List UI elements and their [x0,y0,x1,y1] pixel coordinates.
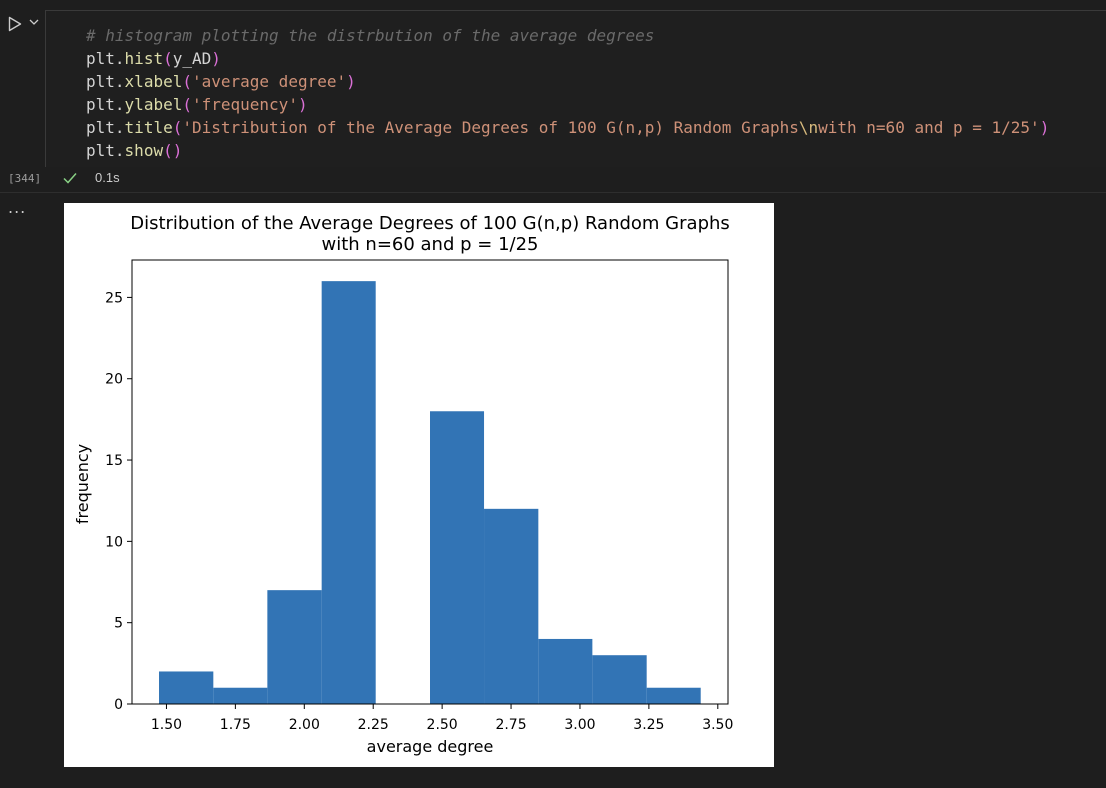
histogram-figure: Distribution of the Average Degrees of 1… [64,203,774,767]
y-tick-label: 15 [105,453,123,469]
code-token: show [124,141,164,160]
code-token: plt [86,49,115,68]
code-token: . [114,49,125,68]
code-line: plt.show() [86,139,1049,162]
histogram-bar [592,655,647,704]
histogram-bar [213,687,268,704]
x-tick-label: 3.50 [702,717,733,733]
y-tick-label: 20 [105,372,123,388]
x-tick-label: 1.50 [151,717,182,733]
code-token: plt [86,141,115,160]
code-token: () [163,141,183,160]
run-cell-icon[interactable] [8,16,22,32]
code-token: plt [86,72,115,91]
y-tick-label: 0 [114,697,123,713]
code-token: ( [163,49,173,68]
histogram-bar [159,671,214,704]
histogram-bar [484,508,539,704]
code-token: 'frequency' [191,95,298,114]
x-tick-label: 1.75 [220,717,251,733]
code-token: hist [124,49,164,68]
code-token: plt [86,95,115,114]
code-lines[interactable]: # histogram plotting the distrbution of … [86,24,1049,162]
code-token: # histogram plotting the distrbution of … [86,26,655,45]
notebook-cell: # histogram plotting the distrbution of … [0,0,1106,192]
histogram-bar [321,281,376,704]
code-line: plt.hist(y_AD) [86,47,1049,70]
chevron-down-icon[interactable] [28,16,40,28]
x-tick-label: 3.00 [564,717,595,733]
output-menu-icon[interactable]: ... [8,198,27,217]
check-icon [63,173,77,184]
x-tick-label: 2.00 [289,717,320,733]
code-token: title [124,118,173,137]
histogram-bar [646,687,701,704]
code-token: with n=60 and p = 1/25' [818,118,1040,137]
chart-title-line1: Distribution of the Average Degrees of 1… [130,213,730,234]
execution-count: [344] [8,172,42,185]
histogram-bars [159,281,701,704]
code-token: ) [1039,118,1050,137]
code-token: ylabel [124,95,183,114]
code-line: plt.title('Distribution of the Average D… [86,116,1049,139]
histogram-bar [430,411,485,704]
x-tick-label: 2.75 [495,717,526,733]
cell-divider [0,192,1106,193]
y-axis-ticks: 0 5 10 15 20 25 [105,290,132,713]
y-tick-label: 10 [105,534,123,550]
code-line: plt.ylabel('frequency') [86,93,1049,116]
code-token: plt [86,118,115,137]
code-token: . [114,118,125,137]
x-tick-label: 3.25 [633,717,664,733]
code-token: 'Distribution of the Average Degrees of … [182,118,799,137]
execution-time: 0.1s [95,170,120,185]
code-editor[interactable] [45,10,1106,167]
histogram-bar [267,590,322,704]
code-token: . [114,72,125,91]
histogram-bar [538,638,593,704]
code-token: ( [182,72,192,91]
code-line: # histogram plotting the distrbution of … [86,24,1049,47]
y-tick-label: 5 [114,616,123,632]
code-token: \n [798,118,819,137]
code-token: ) [211,49,221,68]
y-tick-label: 25 [105,290,123,306]
chart-title-line2: with n=60 and p = 1/25 [322,234,539,255]
code-token: ( [172,118,183,137]
x-tick-label: 2.25 [358,717,389,733]
code-token: . [114,141,125,160]
code-token: 'average degree' [191,72,347,91]
code-token: ) [297,95,308,114]
x-axis-label: average degree [367,737,494,756]
code-token: ( [182,95,192,114]
code-token: . [114,95,125,114]
plot-frame [131,259,729,705]
y-axis-label: frequency [73,444,92,524]
code-line: plt.xlabel('average degree') [86,70,1049,93]
histogram-chart: Distribution of the Average Degrees of 1… [73,213,733,756]
x-tick-label: 2.50 [427,717,458,733]
code-token: ) [346,72,356,91]
code-token: y_AD [172,49,212,68]
code-token: xlabel [124,72,183,91]
x-axis-ticks: 1.50 1.75 2.00 2.25 2.50 2.75 3.00 3.25 3.50 [151,704,733,733]
